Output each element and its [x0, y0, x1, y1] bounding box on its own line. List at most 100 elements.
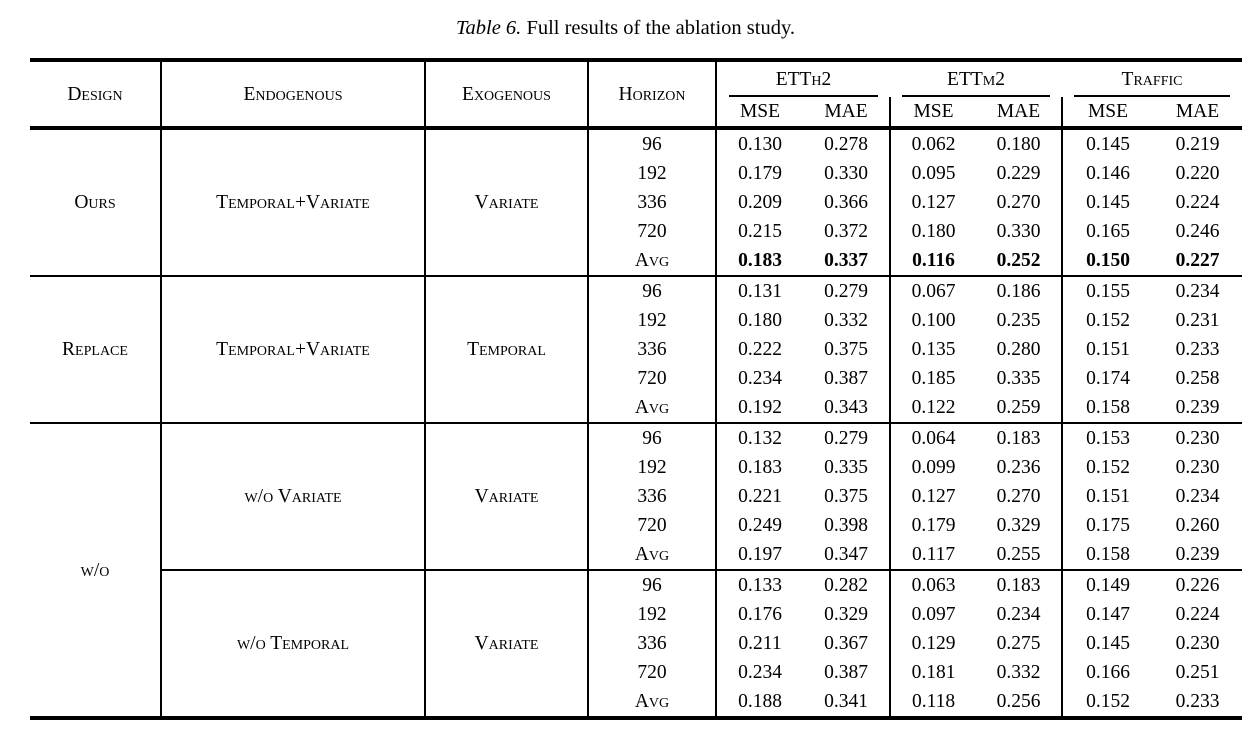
table-head: Design Endogenous Exogenous Horizon ETTh…: [30, 60, 1243, 130]
value-cell: 0.131: [715, 275, 803, 306]
col-header-horizon: Horizon: [588, 60, 717, 130]
value-cell: 0.209: [715, 188, 803, 217]
value-cell: 0.152: [1061, 453, 1154, 482]
endogenous-cell: w/o Temporal: [161, 569, 426, 718]
value-cell: 0.179: [889, 511, 977, 540]
table-row: 720 0.234 0.387 0.181 0.332 0.166 0.251: [30, 658, 1242, 687]
table-row: 336 0.211 0.367 0.129 0.275 0.145 0.230: [30, 629, 1242, 658]
value-cell: 0.270: [996, 486, 1041, 507]
value-cell: 0.282: [803, 569, 891, 600]
table-row: 192 0.180 0.332 0.100 0.235 0.152 0.231: [30, 306, 1242, 335]
value-cell: 0.226: [1153, 569, 1243, 600]
value-cell: 0.330: [996, 221, 1041, 242]
value-cell: 0.067: [889, 275, 977, 306]
value-cell: 0.234: [1153, 275, 1243, 306]
metric-header-traffic-mae: MAE: [1153, 97, 1243, 130]
horizon-cell: 96: [588, 569, 717, 600]
horizon-cell: 720: [588, 217, 717, 246]
design-cell: w/o: [30, 422, 162, 718]
col-header-endogenous: Endogenous: [161, 60, 426, 130]
horizon-cell: 192: [588, 159, 717, 188]
horizon-cell: 720: [588, 511, 717, 540]
value-cell: 0.062: [889, 128, 977, 159]
value-cell: 0.145: [1061, 188, 1154, 217]
horizon-cell: 336: [588, 629, 717, 658]
table-row: w/o w/o Variate Variate 96 0.132 0.279 0.064 0.…: [30, 422, 1243, 718]
value-cell: 0.239: [1175, 544, 1220, 565]
endogenous-cell: Temporal+Variate: [161, 275, 426, 423]
horizon-cell: 336: [588, 188, 717, 217]
value-cell: 0.146: [1061, 159, 1154, 188]
value-cell: 0.329: [824, 604, 868, 625]
value-cell: 0.227: [1175, 250, 1220, 271]
value-cell: 0.183: [976, 422, 1063, 453]
ablation-results-table: Design Endogenous Exogenous Horizon ETTh…: [30, 58, 1243, 720]
col-header-dataset-traffic: Traffic: [1062, 60, 1242, 97]
horizon-cell: 192: [588, 453, 717, 482]
value-cell: 0.372: [824, 221, 868, 242]
value-cell: 0.097: [889, 600, 977, 629]
value-cell: 0.118: [889, 687, 977, 718]
value-cell: 0.183: [715, 453, 803, 482]
endogenous-cell: Temporal+Variate: [161, 128, 426, 276]
table-row: 336 0.209 0.366 0.127 0.270 0.145 0.224: [30, 188, 1242, 217]
table-row: 720 0.234 0.387 0.185 0.335 0.174 0.258: [30, 364, 1242, 393]
value-cell: 0.158: [1061, 393, 1154, 423]
value-cell: 0.234: [1175, 486, 1220, 507]
value-cell: 0.219: [1175, 134, 1220, 155]
metric-header-ettm2-mse: MSE: [889, 97, 977, 130]
value-cell: 0.133: [715, 569, 803, 600]
value-cell: 0.259: [996, 397, 1041, 418]
exogenous-cell: Temporal: [425, 275, 589, 423]
table-caption: Table 6. Full results of the ablation st…: [0, 0, 1251, 40]
value-cell: 0.158: [1061, 540, 1154, 570]
value-cell: 0.234: [715, 364, 803, 393]
horizon-cell: 720: [588, 658, 717, 687]
value-cell: 0.270: [996, 192, 1041, 213]
horizon-cell: 720: [588, 364, 717, 393]
value-cell: 0.235: [996, 310, 1041, 331]
value-cell: 0.332: [996, 662, 1041, 683]
exogenous-cell: Variate: [425, 422, 589, 570]
value-cell: 0.192: [715, 393, 803, 423]
cmidrule-ettm2: [902, 95, 1051, 97]
metric-header-traffic-mse: MSE: [1061, 97, 1154, 130]
value-cell: 0.152: [1061, 687, 1154, 718]
exogenous-cell: Variate: [425, 128, 589, 276]
value-cell: 0.095: [889, 159, 977, 188]
table-row: 192 0.183 0.335 0.099 0.236 0.152 0.230: [30, 453, 1242, 482]
value-cell: 0.180: [715, 306, 803, 335]
col-header-dataset-etth2: ETTh2: [714, 60, 891, 97]
value-cell: 0.145: [1061, 629, 1154, 658]
value-cell: 0.258: [1175, 368, 1220, 389]
value-cell: 0.100: [889, 306, 977, 335]
value-cell: 0.387: [824, 368, 868, 389]
value-cell: 0.366: [824, 192, 868, 213]
table-row: 336 0.221 0.375 0.127 0.270 0.151 0.234: [30, 482, 1242, 511]
value-cell: 0.375: [824, 486, 868, 507]
table-row: Ours Temporal+Variate Variate 96 0.130 0.278 0…: [30, 128, 1242, 276]
value-cell: 0.175: [1061, 511, 1154, 540]
table-row: Avg 0.183 0.337 0.116 0.252 0.150 0.227: [30, 246, 1242, 276]
value-cell: 0.180: [996, 134, 1041, 155]
value-cell: 0.231: [1175, 310, 1220, 331]
value-cell: 0.332: [824, 310, 868, 331]
value-cell: 0.130: [715, 128, 803, 159]
value-cell: 0.179: [715, 159, 803, 188]
value-cell: 0.341: [824, 691, 868, 712]
value-cell: 0.186: [976, 275, 1063, 306]
value-cell: 0.347: [824, 544, 868, 565]
value-cell: 0.152: [1061, 306, 1154, 335]
value-cell: 0.116: [889, 246, 977, 276]
value-cell: 0.188: [715, 687, 803, 718]
table-row: 336 0.222 0.375 0.135 0.280 0.151 0.233: [30, 335, 1242, 364]
value-cell: 0.229: [996, 163, 1041, 184]
horizon-cell: 192: [588, 306, 717, 335]
value-cell: 0.224: [1175, 604, 1220, 625]
horizon-cell: 96: [588, 128, 717, 159]
value-cell: 0.151: [1061, 482, 1154, 511]
design-cell: Replace: [30, 275, 162, 423]
col-header-design: Design: [30, 60, 162, 130]
value-cell: 0.197: [715, 540, 803, 570]
value-cell: 0.132: [715, 422, 803, 453]
